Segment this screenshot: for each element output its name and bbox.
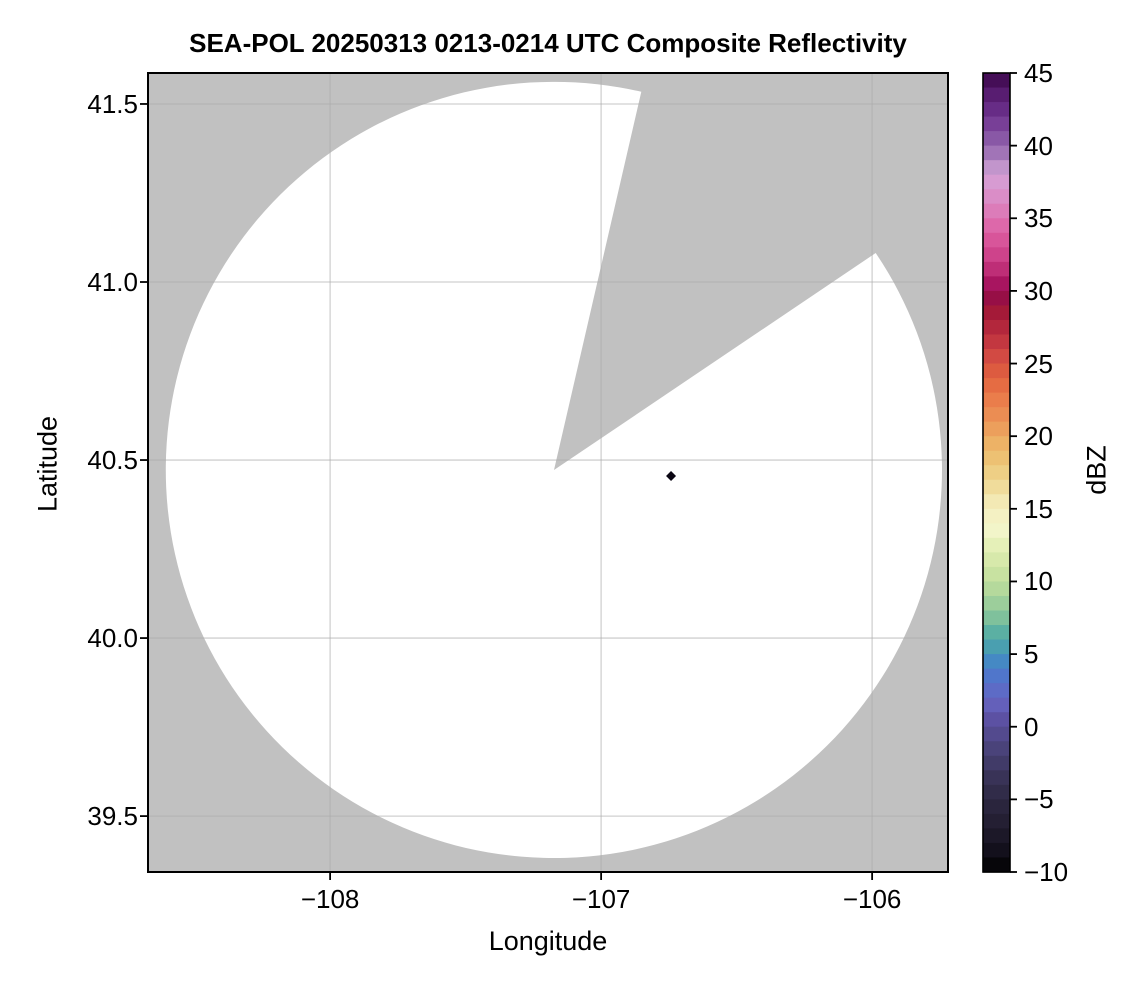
y-tick-label: 41.0 — [87, 267, 138, 297]
colorbar-tick-label: 25 — [1024, 348, 1053, 379]
plot-title: SEA-POL 20250313 0213-0214 UTC Composite… — [189, 28, 907, 58]
colorbar-tick-label: 35 — [1024, 203, 1053, 234]
colorbar-band — [983, 595, 1010, 612]
colorbar-band — [983, 290, 1010, 307]
colorbar-band — [983, 741, 1010, 757]
colorbar-band — [983, 668, 1010, 684]
colorbar-tick-label: 30 — [1024, 275, 1053, 306]
colorbar-band — [983, 334, 1010, 350]
colorbar-band — [983, 523, 1010, 539]
colorbar-band — [983, 436, 1010, 452]
colorbar-band — [983, 232, 1010, 248]
colorbar-band — [983, 203, 1010, 219]
colorbar-band — [983, 581, 1010, 597]
colorbar-band — [983, 218, 1010, 234]
colorbar-label: dBZ — [1081, 445, 1112, 495]
colorbar-band — [983, 145, 1010, 161]
colorbar-band — [983, 349, 1010, 365]
radar-coverage-area — [165, 81, 942, 859]
colorbar-band — [983, 407, 1010, 423]
colorbar-band — [983, 726, 1010, 742]
colorbar-band — [983, 683, 1010, 699]
colorbar-band — [983, 261, 1010, 277]
colorbar-band — [983, 508, 1010, 524]
colorbar-band — [983, 712, 1010, 728]
colorbar-outline — [982, 72, 1011, 873]
colorbar-tick-label: 15 — [1024, 493, 1053, 524]
x-tick-label: −108 — [300, 884, 360, 914]
x-tick-label: −107 — [571, 884, 631, 914]
y-tick-label: 40.5 — [87, 445, 138, 476]
colorbar-band — [983, 639, 1010, 655]
colorbar-band — [983, 174, 1010, 190]
colorbar-band — [983, 494, 1010, 510]
colorbar-band — [983, 363, 1010, 379]
y-tick-label: 39.5 — [87, 801, 138, 832]
colorbar-tick-label: 40 — [1024, 130, 1053, 161]
colorbar-tick-label: −10 — [1024, 857, 1069, 887]
colorbar-band — [983, 392, 1010, 408]
y-tick-label: 40.0 — [87, 623, 138, 654]
x-tick-label: −106 — [842, 884, 902, 914]
axes-spine — [147, 72, 949, 873]
colorbar-band — [983, 857, 1010, 873]
colorbar-band — [983, 160, 1010, 176]
colorbar-band — [983, 450, 1010, 466]
colorbar-band — [983, 102, 1010, 118]
colorbar-band — [983, 73, 1010, 89]
x-axis-label: Longitude — [488, 926, 608, 956]
colorbar-band — [983, 610, 1010, 626]
colorbar-band — [983, 625, 1010, 641]
colorbar-band — [983, 566, 1010, 583]
colorbar-band — [983, 465, 1010, 481]
colorbar-band — [983, 654, 1010, 670]
colorbar-band — [983, 305, 1010, 321]
colorbar-tick-label: 5 — [1024, 639, 1039, 670]
colorbar-band — [983, 770, 1010, 786]
colorbar-band — [983, 842, 1010, 859]
colorbar-band — [983, 828, 1010, 844]
colorbar-tick-label: 45 — [1024, 58, 1053, 88]
colorbar-band — [983, 813, 1010, 830]
colorbar-tick-label: 10 — [1024, 566, 1053, 597]
colorbar-band — [983, 131, 1010, 147]
colorbar-band — [983, 552, 1010, 568]
y-axis-label: Latitude — [32, 415, 63, 513]
colorbar-tick-label: −5 — [1024, 784, 1054, 815]
colorbar-band — [983, 378, 1010, 394]
colorbar-band — [983, 276, 1010, 292]
colorbar-band — [983, 799, 1010, 815]
colorbar-tick-label: 0 — [1024, 711, 1039, 742]
colorbar-band — [983, 247, 1010, 263]
y-tick-label: 41.5 — [87, 88, 138, 119]
colorbar-band — [983, 189, 1010, 205]
colorbar-band — [983, 697, 1010, 713]
colorbar-band — [983, 755, 1010, 771]
colorbar-band — [983, 116, 1010, 132]
colorbar-band — [983, 421, 1010, 437]
colorbar-band — [983, 87, 1010, 103]
colorbar-tick-label: 20 — [1024, 421, 1053, 452]
colorbar-band — [983, 479, 1010, 495]
colorbar-band — [983, 319, 1010, 336]
colorbar-band — [983, 784, 1010, 800]
echo-point — [666, 471, 677, 482]
colorbar-band — [983, 537, 1010, 553]
